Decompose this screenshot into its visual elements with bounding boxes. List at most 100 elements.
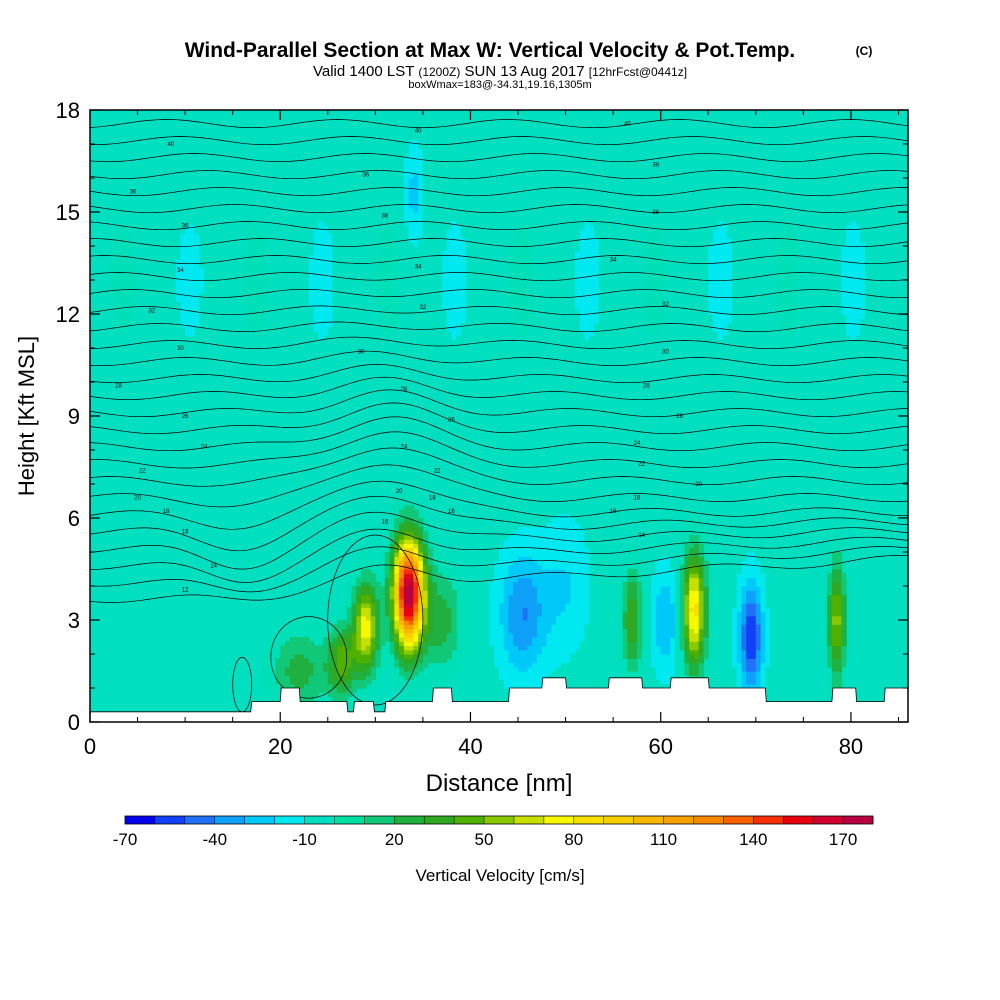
velocity-cell xyxy=(119,518,124,523)
velocity-cell xyxy=(123,675,128,680)
velocity-cell xyxy=(228,501,233,506)
velocity-cell xyxy=(95,701,100,706)
velocity-cell xyxy=(218,488,223,493)
velocity-cell xyxy=(100,242,105,247)
velocity-cell xyxy=(171,318,176,323)
velocity-cell xyxy=(228,582,233,587)
velocity-cell xyxy=(252,484,257,489)
velocity-cell xyxy=(157,612,162,617)
velocity-cell xyxy=(195,378,200,383)
velocity-cell xyxy=(171,127,176,132)
velocity-cell xyxy=(233,539,238,544)
velocity-cell xyxy=(176,667,181,672)
velocity-cell xyxy=(147,650,152,655)
velocity-cell xyxy=(147,114,152,119)
velocity-cell xyxy=(133,310,138,315)
velocity-cell xyxy=(152,459,157,464)
velocity-cell xyxy=(138,276,143,281)
velocity-cell xyxy=(190,284,195,289)
velocity-cell xyxy=(237,650,242,655)
velocity-cell xyxy=(204,692,209,697)
velocity-cell xyxy=(223,293,228,298)
velocity-cell xyxy=(142,705,147,710)
velocity-cell xyxy=(152,391,157,396)
velocity-cell xyxy=(152,680,157,685)
velocity-cell xyxy=(152,437,157,442)
velocity-cell xyxy=(152,284,157,289)
velocity-cell xyxy=(147,123,152,128)
velocity-cell xyxy=(119,493,124,498)
velocity-cell xyxy=(223,399,228,404)
velocity-cell xyxy=(237,369,242,374)
velocity-cell xyxy=(185,361,190,366)
velocity-cell xyxy=(90,178,95,183)
velocity-cell xyxy=(204,361,209,366)
velocity-cell xyxy=(152,382,157,387)
velocity-cell xyxy=(166,684,171,689)
velocity-cell xyxy=(157,476,162,481)
velocity-cell xyxy=(171,612,176,617)
velocity-cell xyxy=(218,633,223,638)
velocity-cell xyxy=(123,450,128,455)
velocity-cell xyxy=(133,216,138,221)
velocity-cell xyxy=(242,595,247,600)
velocity-cell xyxy=(152,352,157,357)
velocity-cell xyxy=(114,148,119,153)
velocity-cell xyxy=(209,476,214,481)
velocity-cell xyxy=(242,692,247,697)
velocity-cell xyxy=(237,561,242,566)
velocity-cell xyxy=(190,174,195,179)
velocity-cell xyxy=(123,548,128,553)
velocity-cell xyxy=(256,552,261,557)
velocity-cell xyxy=(138,221,143,226)
velocity-cell xyxy=(185,191,190,196)
velocity-cell xyxy=(166,216,171,221)
velocity-cell xyxy=(109,144,114,149)
velocity-cell xyxy=(223,429,228,434)
velocity-cell xyxy=(166,539,171,544)
velocity-cell xyxy=(157,569,162,574)
velocity-cell xyxy=(114,174,119,179)
velocity-cell xyxy=(237,348,242,353)
velocity-cell xyxy=(233,603,238,608)
velocity-cell xyxy=(209,238,214,243)
velocity-cell xyxy=(166,267,171,272)
velocity-cell xyxy=(147,429,152,434)
velocity-cell xyxy=(185,174,190,179)
velocity-cell xyxy=(218,403,223,408)
velocity-cell xyxy=(104,467,109,472)
velocity-cell xyxy=(119,170,124,175)
velocity-cell xyxy=(218,429,223,434)
velocity-cell xyxy=(195,476,200,481)
velocity-cell xyxy=(228,306,233,311)
velocity-cell xyxy=(180,697,185,702)
velocity-cell xyxy=(204,454,209,459)
velocity-cell xyxy=(190,204,195,209)
velocity-cell xyxy=(161,641,166,646)
velocity-cell xyxy=(161,331,166,336)
velocity-cell xyxy=(166,692,171,697)
velocity-cell xyxy=(133,607,138,612)
velocity-cell xyxy=(161,484,166,489)
velocity-cell xyxy=(138,310,143,315)
velocity-cell xyxy=(190,629,195,634)
velocity-cell xyxy=(123,127,128,132)
velocity-cell xyxy=(100,590,105,595)
velocity-cell xyxy=(204,429,209,434)
velocity-cell xyxy=(190,599,195,604)
velocity-cell xyxy=(90,301,95,306)
velocity-cell xyxy=(138,374,143,379)
velocity-cell xyxy=(190,182,195,187)
velocity-cell xyxy=(176,552,181,557)
velocity-cell xyxy=(166,522,171,527)
velocity-cell xyxy=(204,327,209,332)
velocity-cell xyxy=(104,450,109,455)
velocity-cell xyxy=(199,629,204,634)
velocity-cell xyxy=(100,705,105,710)
velocity-cell xyxy=(161,531,166,536)
velocity-cell xyxy=(256,119,261,124)
velocity-cell xyxy=(123,114,128,119)
velocity-cell xyxy=(100,586,105,591)
velocity-cell xyxy=(171,675,176,680)
velocity-cell xyxy=(180,493,185,498)
